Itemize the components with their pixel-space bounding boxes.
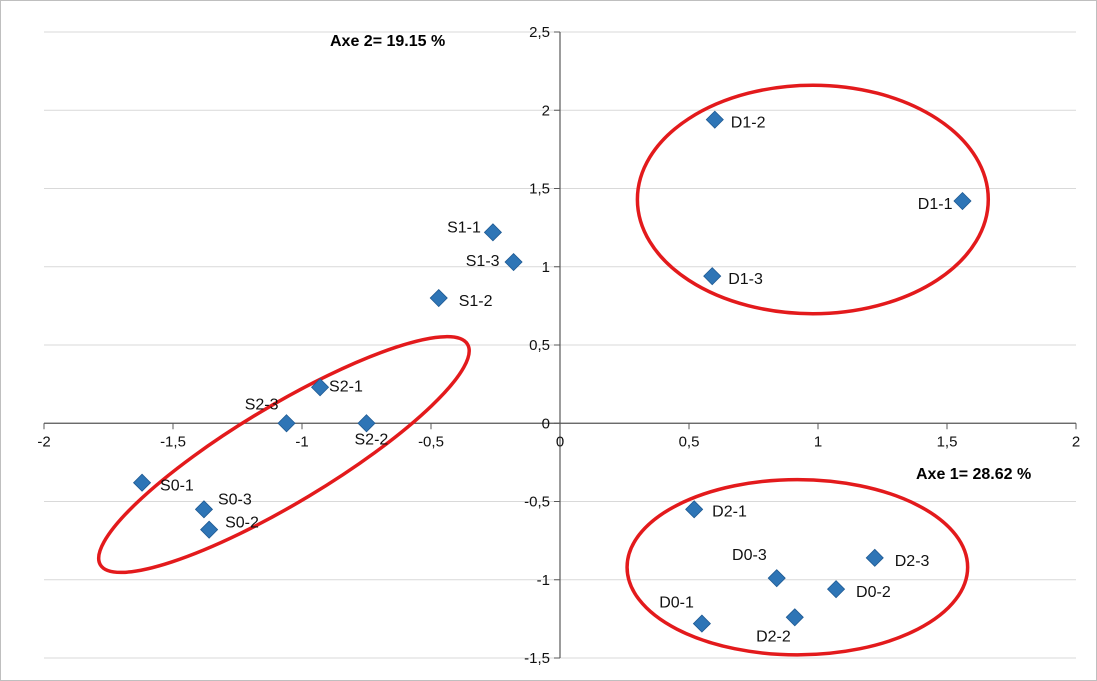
point-D1-1 [953,191,972,211]
point-D0-3 [767,569,786,588]
point-S2-1 [310,378,330,397]
point-S0-1 [132,473,152,492]
point-D1-2 [705,110,724,129]
group-ellipse-2 [625,477,970,657]
x-tick-label-0: -2 [37,433,50,450]
point-label-D1-3: D1-3 [728,271,763,288]
point-S0-2 [200,520,219,539]
axes [43,31,1077,659]
y-tick-label-6: 1,5 [529,181,550,198]
x-axis-title: Axe 1= 28.62 % [916,466,1031,483]
point-label-S0-1: S0-1 [160,478,194,495]
group-ellipses [96,83,991,657]
point-S0-3 [194,500,214,519]
y-tick-label-8: 2,5 [529,24,550,41]
x-tick-label-6: 1 [814,433,822,450]
y-tick-label-4: 0,5 [529,337,550,354]
tick-labels: -2 -1,5 -1 -0,5 0 0,5 1 1,5 2 -1,5 -1 -0,5 0 0,5 1 1,5 2… [37,24,1080,667]
x-tick-label-4: 0 [556,433,564,450]
point-label-D2-1: D2-1 [712,503,747,520]
x-tick-label-8: 2 [1072,433,1080,450]
x-tick-label-1: -1,5 [160,433,186,450]
point-label-S0-2: S0-2 [225,515,259,532]
group-ellipse-1 [96,334,471,575]
point-label-S2-3: S2-3 [245,396,279,413]
point-S1-3 [504,252,523,272]
point-label-D1-1: D1-1 [918,196,953,213]
y-tick-label-1: -1 [537,572,550,589]
point-label-S1-3: S1-3 [466,253,500,270]
point-S1-1 [483,223,502,242]
point-label-D2-2: D2-2 [756,628,791,645]
y-axis-title: Axe 2= 19.15 % [330,33,445,50]
point-D0-1 [692,614,711,633]
point-S1-2 [429,288,448,308]
point-label-D2-3: D2-3 [895,553,930,570]
x-tick-label-5: 0,5 [679,433,700,450]
point-label-D0-3: D0-3 [732,547,767,564]
point-label-S1-2: S1-2 [459,293,493,310]
point-label-D0-2: D0-2 [856,584,891,601]
point-D2-2 [785,608,804,627]
point-D2-1 [685,500,704,519]
point-D1-3 [703,267,722,286]
point-label-D1-2: D1-2 [731,115,766,132]
point-D2-3 [865,548,884,567]
point-label-S2-2: S2-2 [355,431,389,448]
point-S2-2 [357,414,376,433]
point-label-S2-1: S2-1 [329,378,363,395]
point-D0-2 [826,580,846,599]
x-tick-label-2: -1 [295,433,308,450]
data-points [132,110,972,633]
x-tick-label-3: -0,5 [418,433,444,450]
y-tick-label-0: -1,5 [524,650,550,667]
y-tick-label-2: -0,5 [524,494,550,511]
point-labels: D1-2 D1-1 D1-3 S1-1 S1-3 S1-2 S2-1 S2-3 S2-2 S0-1… [160,115,953,646]
point-label-D0-1: D0-1 [659,595,694,612]
x-tick-label-7: 1,5 [937,433,958,450]
point-label-S1-1: S1-1 [447,219,481,236]
group-ellipse-0 [635,83,991,316]
y-tick-label-5: 1 [542,259,550,276]
y-tick-label-3: 0 [542,415,550,432]
point-S2-3 [277,414,296,433]
y-tick-label-7: 2 [542,102,550,119]
point-label-S0-3: S0-3 [218,491,252,508]
